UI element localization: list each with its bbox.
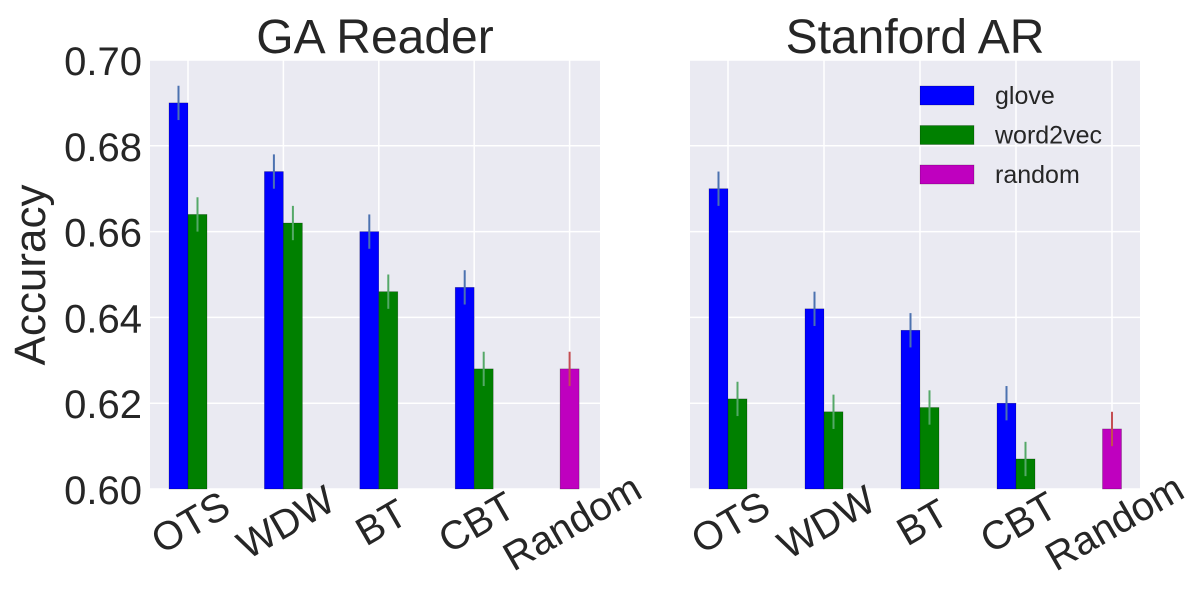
bar-word2vec-bt bbox=[378, 291, 399, 490]
panel-title: Stanford AR bbox=[786, 11, 1045, 64]
bar-glove-wdw bbox=[264, 171, 284, 490]
legend-swatch-random bbox=[919, 164, 975, 185]
bar-random-random bbox=[559, 368, 580, 490]
legend-swatch-glove bbox=[919, 85, 975, 106]
legend-label-word2vec: word2vec bbox=[994, 122, 1102, 150]
legend-label-random: random bbox=[995, 161, 1080, 189]
x-tick-label: OTS bbox=[684, 483, 777, 562]
bar-glove-bt bbox=[359, 231, 380, 490]
legend: glove word2vec random bbox=[919, 82, 1102, 189]
legend-label-glove: glove bbox=[995, 82, 1055, 110]
bar-word2vec-wdw bbox=[283, 222, 303, 490]
y-tick-label: 0.66 bbox=[64, 212, 142, 256]
bar-word2vec-ots bbox=[187, 214, 208, 490]
y-tick-label: 0.70 bbox=[64, 40, 142, 84]
y-tick-label: 0.60 bbox=[64, 469, 142, 513]
legend-swatch-word2vec bbox=[919, 125, 975, 145]
bar-glove-ots bbox=[708, 188, 729, 490]
x-tick-label: OTS bbox=[144, 483, 237, 562]
y-tick-label: 0.62 bbox=[64, 383, 142, 427]
panel-title: GA Reader bbox=[256, 11, 493, 64]
x-tick-label: WDW bbox=[230, 478, 343, 568]
x-tick-label: WDW bbox=[771, 478, 884, 568]
bar-glove-ots bbox=[168, 102, 189, 490]
bar-glove-bt bbox=[900, 329, 921, 490]
bar-word2vec-cbt bbox=[473, 368, 494, 490]
y-tick-label: 0.68 bbox=[64, 126, 142, 170]
bar-glove-cbt bbox=[454, 287, 475, 490]
bar-glove-wdw bbox=[804, 308, 825, 490]
x-tick-label: BT bbox=[348, 491, 414, 555]
y-tick-label: 0.64 bbox=[64, 297, 142, 341]
y-axis-label: Accuracy bbox=[6, 185, 55, 366]
x-tick-label: BT bbox=[890, 491, 956, 555]
